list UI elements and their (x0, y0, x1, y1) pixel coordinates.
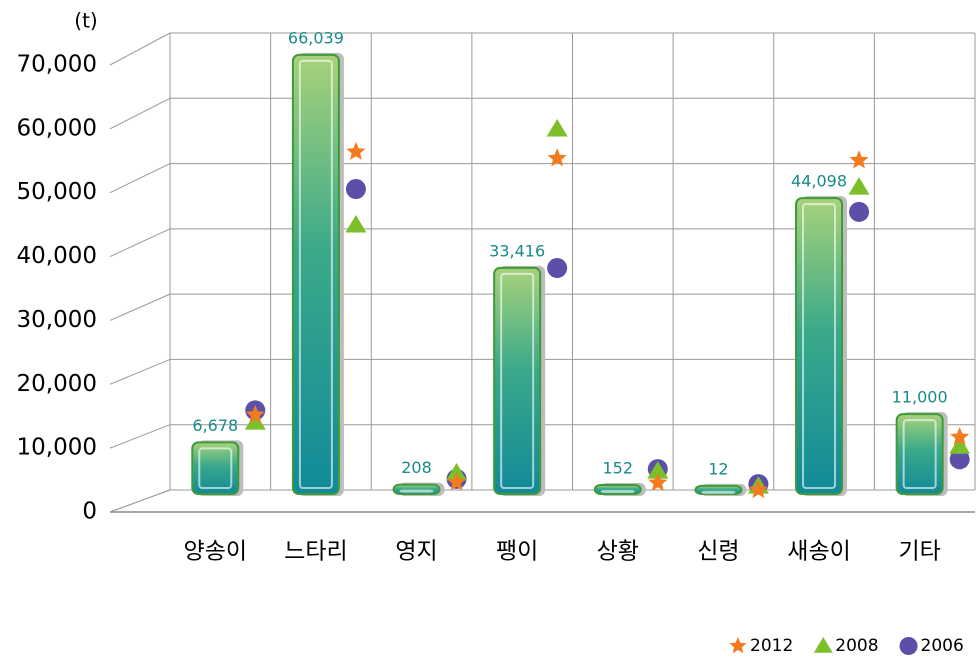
bar-highlight (701, 490, 736, 494)
marker-star (729, 637, 747, 654)
marker-circle (949, 449, 970, 470)
marker-circle (345, 179, 366, 200)
legend-label: 2012 (750, 636, 793, 656)
data-label: 44,098 (791, 172, 847, 191)
y-tick-label: 50,000 (17, 179, 97, 205)
grid-line (109, 32, 171, 66)
grid-line (109, 97, 171, 130)
y-tick-label: 0 (82, 499, 97, 525)
y-tick-label: 30,000 (17, 307, 97, 333)
bar (191, 441, 240, 495)
legend-label: 2006 (921, 636, 964, 656)
bar (291, 53, 340, 495)
data-label: 6,678 (192, 416, 238, 435)
data-label: 208 (401, 458, 432, 477)
x-tick-label: 기타 (898, 539, 940, 565)
y-tick-label: 60,000 (17, 115, 97, 141)
marker-triangle (813, 637, 833, 653)
x-tick-label: 느타리 (284, 539, 347, 565)
data-label: 66,039 (288, 28, 344, 47)
x-tick-label: 상황 (597, 539, 639, 565)
x-tick-label: 신령 (697, 539, 739, 565)
x-tick-label: 영지 (395, 539, 437, 565)
marker-star (245, 404, 265, 423)
bar (895, 413, 944, 495)
grid-line (109, 163, 171, 194)
marker-triangle (345, 214, 367, 233)
x-tick-label: 팽이 (496, 539, 538, 565)
marker-star (648, 472, 668, 491)
bar (795, 197, 844, 495)
marker-circle (899, 637, 918, 655)
marker-star (748, 480, 768, 499)
x-tick-label: 새송이 (787, 539, 850, 565)
grid-line (109, 424, 171, 449)
bar-highlight (198, 447, 233, 489)
x-tick-label: 양송이 (184, 539, 247, 565)
marker-triangle (848, 177, 870, 195)
bar-highlight (399, 489, 434, 493)
marker-circle (849, 201, 870, 222)
y-tick-label: 20,000 (17, 371, 97, 397)
marker-star (447, 472, 466, 491)
y-tick-label: 70,000 (17, 52, 97, 78)
grid-line (109, 489, 171, 513)
legend-label: 2008 (835, 636, 878, 656)
bar-highlight (298, 59, 333, 489)
marker-star (950, 427, 970, 446)
y-tick-label: 10,000 (17, 435, 97, 461)
marker-star (547, 148, 567, 167)
bar (493, 266, 542, 495)
bar-highlight (500, 272, 535, 489)
marker-triangle (244, 412, 266, 430)
grid-line (109, 228, 171, 258)
data-label: 152 (603, 459, 634, 478)
bar-highlight (600, 490, 635, 494)
marker-circle (547, 258, 568, 279)
marker-triangle (949, 436, 971, 454)
bar-highlight (902, 419, 937, 489)
y-tick-label: 40,000 (17, 243, 97, 269)
data-label: 11,000 (892, 388, 948, 407)
marker-triangle (546, 118, 568, 137)
data-label: 12 (708, 459, 728, 478)
grid-line (109, 293, 171, 321)
grid-line (109, 358, 171, 385)
bar-highlight (802, 203, 837, 489)
marker-star (346, 141, 366, 160)
y-axis-label: (t) (74, 9, 97, 33)
data-label: 33,416 (489, 241, 545, 260)
marker-triangle (647, 461, 669, 479)
marker-star (849, 150, 869, 169)
marker-triangle (446, 463, 468, 481)
